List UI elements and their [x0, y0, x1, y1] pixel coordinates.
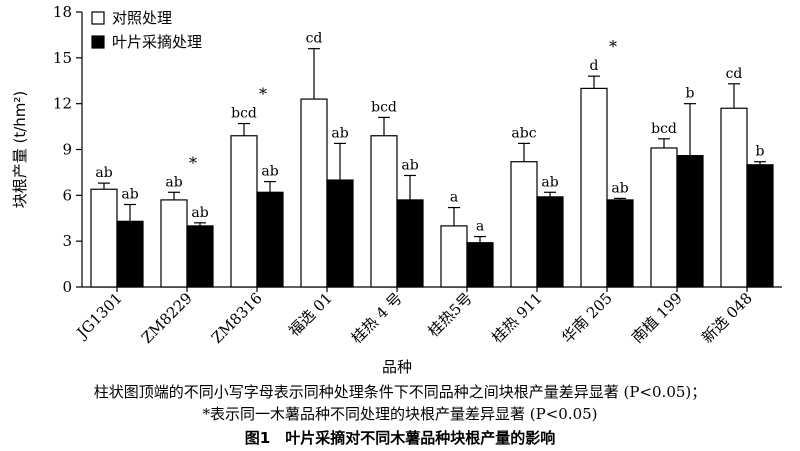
y-tick-label: 15	[53, 49, 72, 67]
x-tick-label: 桂热 4 号	[348, 289, 406, 347]
x-tick-label: 华南 205	[558, 289, 616, 347]
figure-caption: 图1 叶片采摘对不同木薯品种块根产量的影响	[244, 429, 556, 447]
significance-letter: ab	[95, 165, 112, 181]
significance-letter: ab	[165, 174, 182, 190]
x-axis-label: 品种	[382, 358, 412, 376]
chart-note-letters: 柱状图顶端的不同小写字母表示同种处理条件下不同品种之间块根产量差异显著 (P<0…	[93, 383, 707, 401]
bar	[396, 199, 424, 288]
y-tick-label: 3	[62, 232, 72, 250]
x-tick-label: 桂热 911	[488, 289, 546, 347]
bar	[606, 199, 634, 288]
bar	[650, 147, 678, 288]
bar	[466, 242, 494, 288]
x-tick-label: ZM8229	[138, 289, 196, 347]
x-tick-label: 新选 048	[698, 289, 756, 347]
bar	[300, 98, 328, 288]
bar	[746, 164, 774, 288]
significance-letter: bcd	[231, 106, 257, 122]
significance-asterisk: *	[609, 37, 617, 56]
bar	[720, 107, 748, 288]
y-tick-label: 18	[53, 3, 72, 21]
significance-asterisk: *	[189, 153, 197, 172]
legend-label: 叶片采摘处理	[112, 33, 202, 51]
significance-letter: bcd	[651, 121, 677, 137]
bar	[160, 199, 188, 288]
significance-letter: b	[756, 144, 765, 160]
significance-letter: a	[476, 219, 484, 235]
significance-letter: a	[450, 190, 458, 206]
bar	[186, 225, 214, 288]
x-tick-label: JG1301	[72, 289, 126, 343]
y-tick-label: 0	[62, 278, 72, 296]
bar	[536, 196, 564, 288]
significance-letter: ab	[611, 180, 628, 196]
significance-letter: ab	[541, 174, 558, 190]
bar	[676, 155, 704, 288]
y-tick-label: 6	[62, 186, 72, 204]
significance-letter: ab	[261, 164, 278, 180]
bar	[90, 188, 118, 288]
significance-letter: bcd	[371, 99, 397, 115]
bar	[580, 87, 608, 288]
significance-letter: ab	[121, 187, 138, 203]
significance-letter: cd	[306, 31, 323, 47]
bar	[326, 179, 354, 288]
significance-letter: ab	[401, 157, 418, 173]
legend-label: 对照处理	[112, 9, 172, 27]
significance-letter: b	[686, 86, 695, 102]
significance-letter: d	[590, 58, 599, 74]
y-tick-label: 9	[62, 141, 72, 159]
significance-letter: ab	[331, 125, 348, 141]
x-tick-label: 福选 01	[285, 289, 336, 340]
bar	[230, 135, 258, 288]
y-axis-label: 块根产量 (t/hm²)	[11, 91, 29, 209]
legend-swatch	[91, 35, 105, 49]
significance-asterisk: *	[259, 85, 267, 104]
x-tick-label: ZM8316	[208, 289, 266, 347]
significance-letter: ab	[191, 205, 208, 221]
bar	[370, 135, 398, 288]
legend-swatch	[91, 11, 105, 25]
significance-letter: cd	[726, 66, 743, 82]
x-tick-label: 桂热5号	[425, 289, 476, 340]
bar	[256, 191, 284, 288]
x-tick-label: 南植 199	[628, 289, 686, 347]
bar	[510, 161, 538, 288]
y-tick-label: 12	[53, 95, 72, 113]
significance-letter: abc	[511, 125, 536, 141]
bar	[116, 220, 144, 288]
chart-note-asterisk: *表示同一木薯品种不同处理的块根产量差异显著 (P<0.05)	[202, 405, 598, 423]
bar	[440, 225, 468, 288]
